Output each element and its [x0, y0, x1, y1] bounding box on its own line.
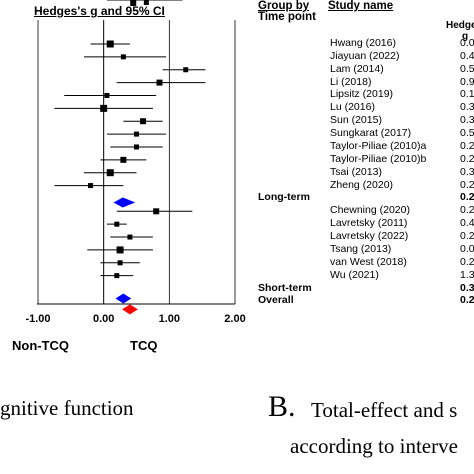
study-value: 0.4	[460, 49, 474, 62]
study-name: Chewning (2020)	[330, 204, 410, 217]
x-tick-label: 1.00	[159, 313, 180, 325]
effect-markers	[88, 0, 189, 279]
study-name: Sungkarat (2017)	[330, 127, 412, 140]
summary-diamonds	[113, 197, 138, 315]
value-header-line2: g	[462, 31, 469, 42]
x-tick-label: -1.00	[25, 313, 50, 325]
favors-right-label: TCQ	[130, 338, 158, 353]
effect-square	[106, 40, 114, 48]
group-label: Overall	[258, 294, 294, 307]
group-label: Short-term	[258, 281, 312, 294]
effect-square	[140, 118, 147, 125]
effect-square	[120, 54, 126, 60]
study-name: Zheng (2020)	[330, 178, 394, 191]
study-value: 0.1	[460, 88, 474, 101]
study-value: 0.3	[460, 114, 474, 127]
effect-square	[100, 104, 108, 112]
study-value: 0.4	[460, 217, 474, 230]
effect-square	[117, 260, 123, 266]
study-name: Taylor-Piliae (2010)a	[330, 139, 427, 152]
group-value: 0.2	[460, 191, 474, 204]
effect-square	[114, 273, 120, 279]
study-name: Tsang (2013)	[330, 242, 392, 255]
group-header-line1: Group by	[258, 0, 310, 12]
study-name: Lavretsky (2011)	[330, 217, 408, 230]
study-value: 0.2	[460, 178, 474, 191]
study-value: 0.2	[460, 230, 474, 243]
study-value: 0.2	[460, 255, 474, 268]
effect-square	[116, 246, 124, 254]
favors-left-label: Non-TCQ	[12, 338, 70, 353]
study-value: 0.2	[460, 152, 474, 165]
effect-square	[120, 156, 127, 163]
study-name-header: Study name	[328, 0, 394, 12]
study-value: 0.3	[460, 101, 474, 114]
study-name: Lipsitz (2019)	[330, 88, 394, 101]
chart-title: Hedges's g and 95% CI	[34, 4, 165, 18]
effect-square	[183, 67, 189, 73]
effect-square	[104, 92, 110, 98]
study-name: van West (2018)	[330, 255, 407, 268]
group-label: Long-term	[258, 191, 310, 204]
caption-right-letter: B.	[268, 390, 296, 423]
group-value: 0.2	[460, 294, 474, 307]
x-tick-label: 2.00	[224, 313, 245, 325]
summary-diamond	[122, 304, 138, 315]
value-header-line1: Hedge	[446, 20, 474, 31]
effect-square	[130, 0, 137, 6]
summary-diamond	[113, 197, 136, 208]
study-value: 0.5	[460, 62, 474, 75]
effect-square	[156, 79, 163, 86]
effect-square	[134, 144, 139, 150]
caption-right-line2: according to interve	[290, 434, 458, 458]
effect-square	[88, 183, 94, 189]
effect-square	[153, 208, 160, 215]
study-value: 0.0	[460, 37, 474, 49]
study-value: 0.5	[460, 127, 474, 140]
x-tick-labels: -1.00 0.00 1.00 2.00	[25, 313, 245, 325]
caption-right-line1: Total-effect and s	[311, 398, 458, 422]
study-name: Lu (2016)	[330, 101, 375, 114]
effect-square	[106, 169, 114, 177]
study-value: 1.3	[460, 268, 474, 281]
gridlines	[37, 20, 236, 304]
study-value: 0.2	[460, 204, 474, 217]
study-name: Lam (2014)	[330, 62, 384, 75]
group-header-line2: Time point	[258, 11, 316, 23]
study-value: 0.2	[460, 139, 474, 152]
confidence-intervals	[54, 0, 206, 277]
study-name: Wu (2021)	[330, 268, 379, 281]
study-value: 0.9	[460, 75, 474, 88]
study-name: Jiayuan (2022)	[330, 49, 400, 62]
study-name: Tsai (2013)	[330, 165, 382, 178]
group-value: 0.3	[460, 281, 474, 294]
x-tick-label: 0.00	[93, 313, 114, 325]
study-name: Taylor-Piliae (2010)b	[330, 152, 427, 165]
summary-diamond	[115, 293, 132, 304]
study-name: Li (2018)	[330, 75, 372, 88]
study-name: Lavretsky (2022)	[330, 230, 409, 243]
caption-left: gnitive function	[0, 396, 134, 420]
effect-square	[127, 234, 133, 240]
study-value: 0.0	[460, 242, 474, 255]
effect-square	[134, 131, 139, 137]
study-name: Hwang (2016)	[330, 37, 396, 49]
effect-square	[143, 0, 149, 5]
study-name: Sun (2015)	[330, 114, 382, 127]
study-value: 0.3	[460, 165, 474, 178]
effect-square	[114, 221, 120, 227]
